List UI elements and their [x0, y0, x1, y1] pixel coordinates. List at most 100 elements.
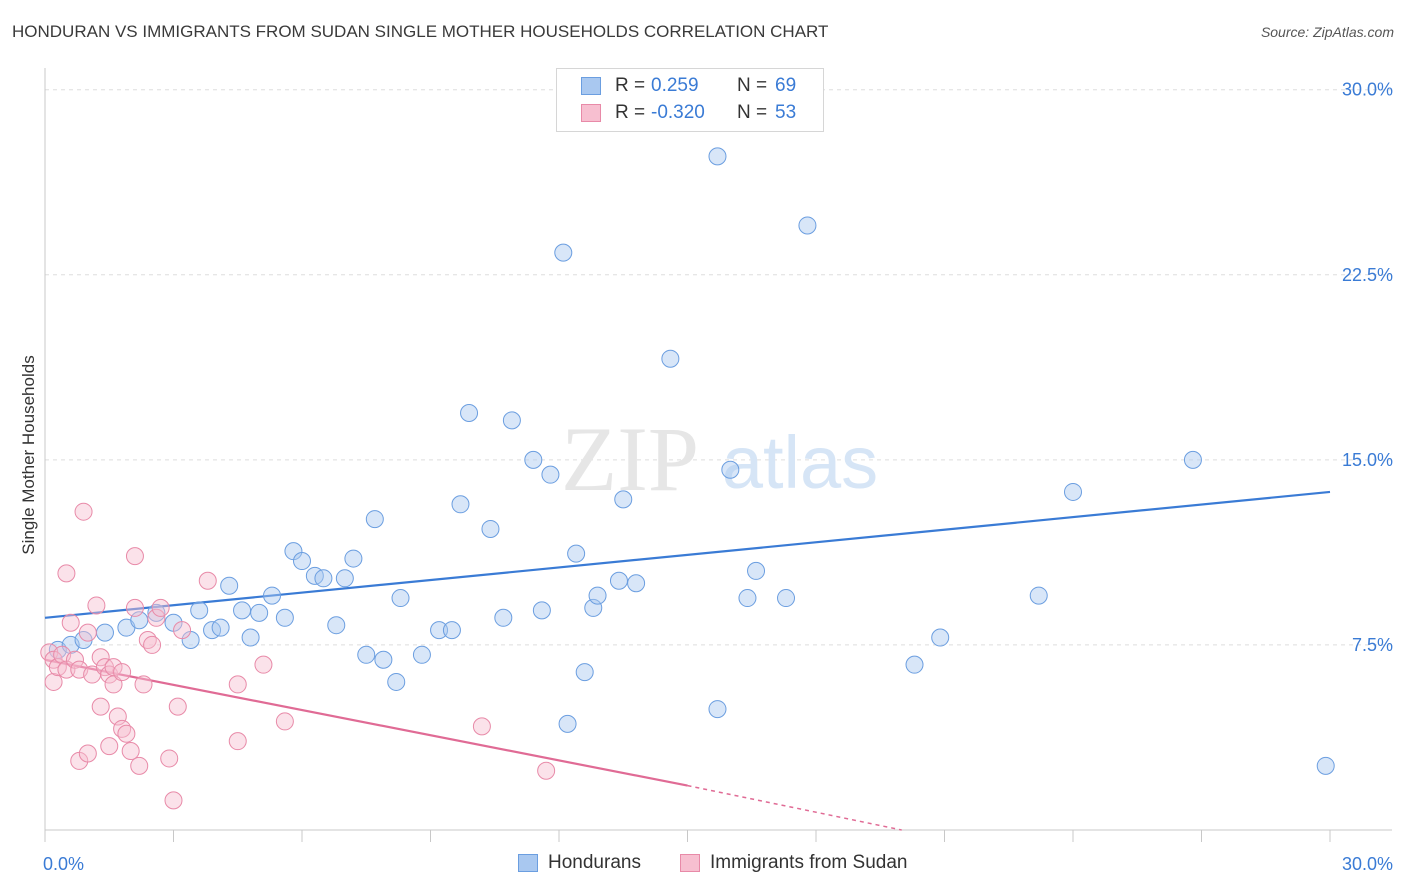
stats-legend: R = 0.259 N = 69 R = -0.320 N = 53 — [556, 68, 824, 132]
point-sudan — [173, 621, 192, 640]
y-axis-label: Single Mother Households — [19, 355, 38, 554]
point-hondurans — [524, 450, 543, 469]
point-hondurans — [357, 645, 376, 664]
point-hondurans — [365, 510, 384, 529]
x-tick-label: 30.0% — [1342, 854, 1393, 874]
point-hondurans — [190, 601, 209, 620]
point-hondurans — [335, 569, 354, 588]
point-hondurans — [481, 519, 500, 538]
point-hondurans — [460, 403, 479, 422]
point-hondurans — [558, 714, 577, 733]
point-sudan — [78, 623, 97, 642]
legend-item-sudan[interactable]: Immigrants from Sudan — [680, 852, 907, 874]
point-hondurans — [275, 608, 294, 627]
point-sudan — [134, 675, 153, 694]
grid-lines — [45, 89, 1392, 646]
watermark-atlas: atlas — [722, 421, 878, 504]
point-hondurans — [1183, 450, 1202, 469]
point-sudan — [104, 658, 123, 677]
point-hondurans — [708, 700, 727, 719]
point-hondurans — [442, 621, 461, 640]
point-sudan — [61, 613, 80, 632]
point-sudan — [117, 724, 136, 743]
point-hondurans — [541, 465, 560, 484]
r-label: R = — [615, 75, 646, 96]
point-sudan — [472, 717, 491, 736]
r-label: R = — [615, 102, 646, 123]
point-hondurans — [263, 586, 282, 605]
data-points — [40, 147, 1335, 810]
legend-row-sudan: R = -0.320 N = 53 — [581, 101, 796, 125]
point-hondurans — [451, 495, 470, 514]
point-hondurans — [575, 663, 594, 682]
point-sudan — [143, 635, 162, 654]
point-hondurans — [1316, 756, 1335, 775]
point-hondurans — [738, 589, 757, 608]
point-hondurans — [502, 411, 521, 430]
point-hondurans — [412, 645, 431, 664]
point-hondurans — [430, 621, 449, 640]
point-sudan — [74, 502, 93, 521]
point-hondurans — [211, 618, 230, 637]
point-hondurans — [344, 549, 363, 568]
point-hondurans — [327, 616, 346, 635]
legend-swatch-sudan — [680, 854, 700, 872]
point-sudan — [78, 744, 97, 763]
point-hondurans — [374, 650, 393, 669]
point-hondurans — [494, 608, 513, 627]
axes — [44, 68, 1392, 842]
point-hondurans — [721, 460, 740, 479]
point-sudan — [87, 596, 106, 615]
r-value: -0.320 — [651, 102, 705, 123]
point-sudan — [160, 749, 179, 768]
point-sudan — [228, 732, 247, 751]
point-hondurans — [391, 589, 410, 608]
point-sudan — [91, 697, 110, 716]
n-label: N = — [737, 102, 768, 123]
legend-row-hondurans: R = 0.259 N = 69 — [581, 74, 796, 98]
point-hondurans — [532, 601, 551, 620]
point-sudan — [113, 663, 132, 682]
point-hondurans — [747, 561, 766, 580]
trend-line-sudan-extension — [687, 784, 902, 831]
n-value: 69 — [775, 75, 797, 96]
legend-item-hondurans[interactable]: Hondurans — [518, 852, 641, 874]
y-tick-label: 7.5% — [1352, 635, 1393, 655]
point-sudan — [228, 675, 247, 694]
point-hondurans — [798, 216, 817, 235]
point-hondurans — [588, 586, 607, 605]
trend-line-hondurans — [44, 490, 1331, 619]
point-sudan — [151, 598, 170, 617]
point-hondurans — [1064, 482, 1082, 501]
chart-title: HONDURAN VS IMMIGRANTS FROM SUDAN SINGLE… — [12, 22, 829, 41]
point-hondurans — [387, 672, 406, 691]
trend-line-sudan — [44, 658, 688, 787]
point-hondurans — [1029, 586, 1048, 605]
point-hondurans — [95, 623, 114, 642]
point-hondurans — [250, 603, 269, 622]
point-hondurans — [314, 569, 333, 588]
point-sudan — [44, 672, 63, 691]
legend-swatch-hondurans — [518, 854, 538, 872]
legend-label: Immigrants from Sudan — [710, 852, 908, 873]
point-sudan — [65, 650, 84, 669]
point-hondurans — [931, 628, 950, 647]
y-tick-label: 22.5% — [1342, 265, 1393, 285]
point-sudan — [125, 547, 144, 566]
point-sudan — [91, 648, 110, 667]
point-sudan — [198, 571, 217, 590]
point-hondurans — [777, 589, 796, 608]
point-sudan — [57, 564, 76, 583]
point-hondurans — [609, 571, 628, 590]
tick-labels: 7.5% 15.0% 22.5% 30.0% 0.0% 30.0% — [43, 80, 1393, 874]
point-hondurans — [220, 576, 239, 595]
point-sudan — [147, 608, 166, 627]
point-hondurans — [241, 628, 260, 647]
point-hondurans — [233, 601, 252, 620]
point-sudan — [275, 712, 294, 731]
point-sudan — [130, 756, 149, 775]
n-value: 53 — [775, 102, 797, 123]
watermark-zip: ZIP — [561, 408, 699, 510]
point-sudan — [254, 655, 273, 674]
watermark: ZIP atlas — [561, 408, 878, 510]
